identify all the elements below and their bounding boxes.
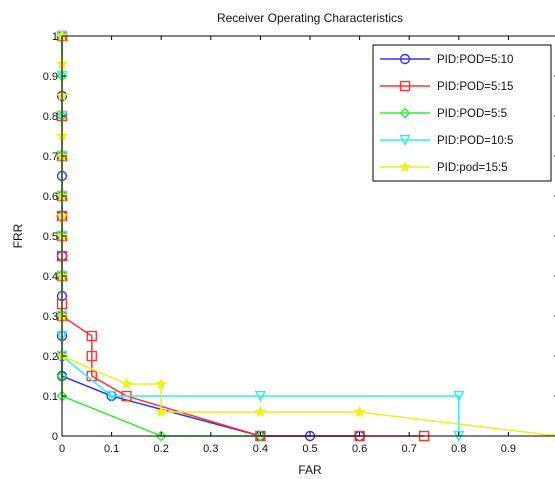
- x-tick-label: 0.9: [501, 443, 516, 455]
- legend-label: PID:POD=5:5: [437, 108, 507, 120]
- chart-title: Receiver Operating Characteristics: [217, 11, 403, 25]
- y-tick-label: 0.4: [43, 271, 58, 283]
- legend-label: PID:POD=10:5: [437, 135, 513, 147]
- legend-entry: PID:POD=10:5: [380, 134, 513, 147]
- y-tick-label: 1: [52, 31, 58, 43]
- x-tick-label: 0.6: [352, 443, 367, 455]
- y-tick-label: 0: [52, 431, 58, 443]
- x-axis-title: FAR: [298, 463, 322, 477]
- legend: PID:POD=5:10 PID:POD=5:15 PID:POD=5:5 PID:P…: [372, 44, 552, 182]
- data-point: [453, 390, 465, 403]
- data-point: [254, 390, 267, 403]
- legend-marker: [398, 160, 412, 173]
- axis-ticks: 0 0.1 0.2 0.3 0.4 0.5 0.6 0.7 0.8 0.9 1 0 0.1 0.2 0.3 0…: [43, 31, 555, 455]
- y-tick-label: 0.2: [43, 351, 58, 363]
- legend-marker: [399, 134, 411, 147]
- legend-entry: PID:POD=5:5: [380, 107, 507, 120]
- legend-entry: PID:POD=5:10: [380, 53, 513, 66]
- legend-marker: [399, 80, 411, 92]
- legend-marker: [399, 107, 411, 119]
- legend-label: PID:POD=5:10: [437, 54, 513, 66]
- y-tick-label: 0.5: [43, 231, 58, 243]
- y-axis-title: FRR: [11, 223, 25, 248]
- y-tick-label: 0.1: [43, 391, 58, 403]
- y-tick-label: 0.6: [43, 191, 58, 203]
- x-tick-label: 0.2: [154, 443, 169, 455]
- x-tick-label: 0.1: [104, 443, 119, 455]
- x-tick-label: 0.7: [402, 443, 417, 455]
- x-tick-label: 0.8: [451, 443, 466, 455]
- data-point: [353, 405, 366, 418]
- data-point: [254, 430, 266, 442]
- x-tick-label: 0: [59, 443, 65, 455]
- x-tick-label: 0.3: [203, 443, 218, 455]
- x-tick-label: 0.4: [253, 443, 268, 455]
- data-point: [105, 390, 118, 403]
- y-tick-label: 0.8: [43, 111, 58, 123]
- legend-box: [372, 44, 552, 182]
- y-tick-label: 0.7: [43, 151, 58, 163]
- data-point: [155, 430, 167, 442]
- data-point: [86, 350, 97, 362]
- data-point: [86, 330, 97, 342]
- data-point: [254, 405, 267, 418]
- data-point: [155, 405, 168, 418]
- data-point: [155, 377, 168, 390]
- legend-entry: PID:pod=15:5: [380, 160, 508, 174]
- legend-marker: [399, 53, 411, 65]
- legend-entry: PID:POD=5:15: [380, 80, 513, 93]
- y-tick-label: 0.3: [43, 311, 58, 323]
- y-tick-label: 0.9: [43, 71, 58, 83]
- legend-label: PID:pod=15:5: [437, 162, 508, 174]
- x-tick-label: 0.5: [302, 443, 317, 455]
- data-point: [120, 377, 133, 390]
- legend-label: PID:POD=5:15: [437, 81, 513, 93]
